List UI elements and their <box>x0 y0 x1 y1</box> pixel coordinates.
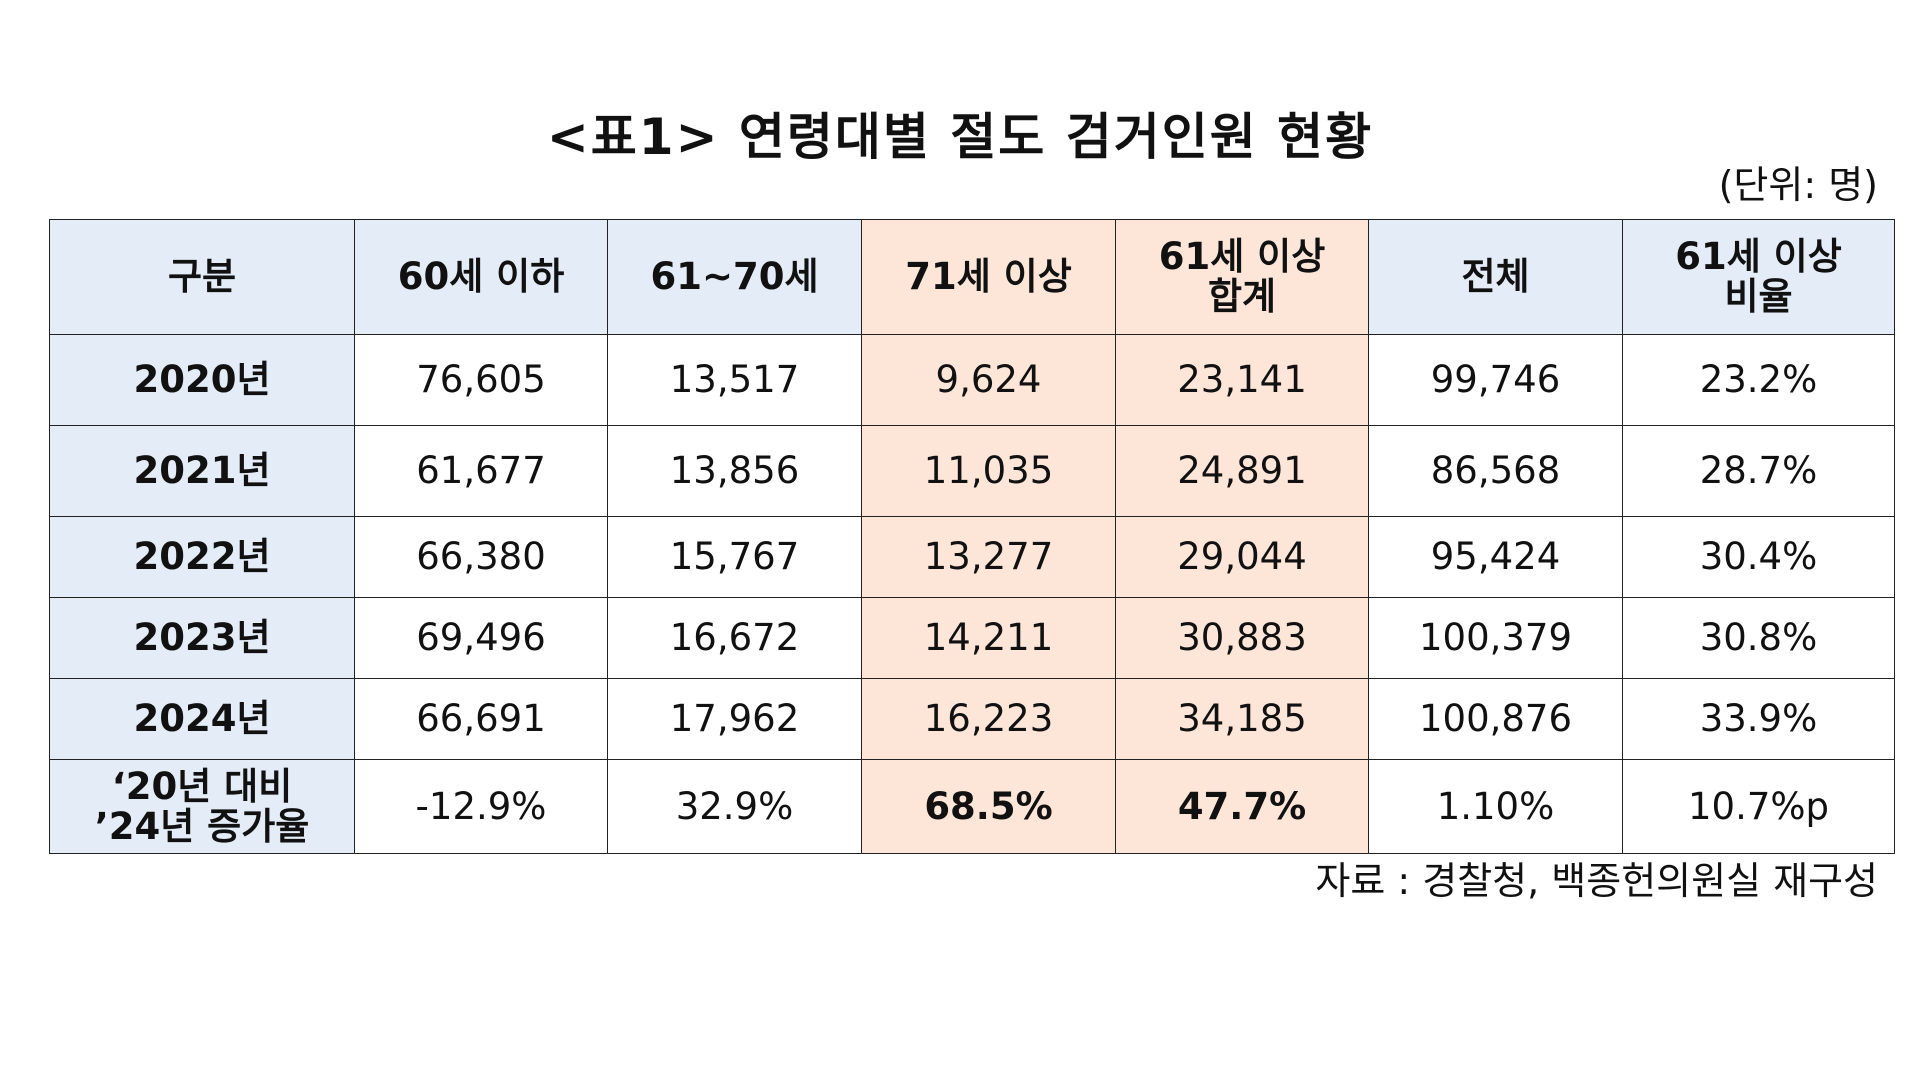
unit-note: (단위: 명) <box>1718 163 1878 207</box>
table-cell: 100,379 <box>1368 597 1623 679</box>
table-cell: 34,185 <box>1115 678 1369 760</box>
table-row-2022: 2022년 66,380 15,767 13,277 29,044 95,424… <box>49 516 1895 598</box>
table-row-2020: 2020년 76,605 13,517 9,624 23,141 99,746 … <box>49 334 1895 426</box>
table-cell: 30,883 <box>1115 597 1369 679</box>
row-label: 2020년 <box>49 334 355 426</box>
header-age-60-under: 60세 이하 <box>354 219 608 335</box>
table-row-2021: 2021년 61,677 13,856 11,035 24,891 86,568… <box>49 425 1895 517</box>
table-cell: 99,746 <box>1368 334 1623 426</box>
table-cell: 23,141 <box>1115 334 1369 426</box>
table-cell: 30.8% <box>1622 597 1895 679</box>
table-cell: 76,605 <box>354 334 608 426</box>
table-cell: 10.7%p <box>1622 759 1895 854</box>
header-category: 구분 <box>49 219 355 335</box>
table-cell: 95,424 <box>1368 516 1623 598</box>
row-label: 2021년 <box>49 425 355 517</box>
table-cell: 66,380 <box>354 516 608 598</box>
table-cell: 61,677 <box>354 425 608 517</box>
table-cell: 86,568 <box>1368 425 1623 517</box>
table-cell: 17,962 <box>607 678 862 760</box>
table-cell: 1.10% <box>1368 759 1623 854</box>
table-cell: 9,624 <box>861 334 1116 426</box>
table-cell: 100,876 <box>1368 678 1623 760</box>
table-cell: 13,856 <box>607 425 862 517</box>
arrest-stats-table: 구분 60세 이하 61~70세 71세 이상 61세 이상 합계 전체 61세 … <box>49 219 1895 854</box>
header-age-61-over-total: 61세 이상 합계 <box>1115 219 1369 335</box>
header-age-71-over: 71세 이상 <box>861 219 1116 335</box>
header-row: 구분 60세 이하 61~70세 71세 이상 61세 이상 합계 전체 61세 … <box>49 219 1895 335</box>
table-cell: 24,891 <box>1115 425 1369 517</box>
table-cell: 13,517 <box>607 334 862 426</box>
table-row-growth-rate: ‘20년 대비 ’24년 증가율 -12.9% 32.9% 68.5% 47.7%… <box>49 759 1895 854</box>
table-row-2023: 2023년 69,496 16,672 14,211 30,883 100,37… <box>49 597 1895 679</box>
table-cell: 28.7% <box>1622 425 1895 517</box>
table-cell: 23.2% <box>1622 334 1895 426</box>
table-title: <표1> 연령대별 절도 검거인원 현황 <box>546 108 1374 166</box>
table-cell: 16,672 <box>607 597 862 679</box>
table-cell: 66,691 <box>354 678 608 760</box>
table-cell: 14,211 <box>861 597 1116 679</box>
header-age-61-70: 61~70세 <box>607 219 862 335</box>
table-cell: 16,223 <box>861 678 1116 760</box>
table-cell-highlight: 68.5% <box>861 759 1116 854</box>
header-total: 전체 <box>1368 219 1623 335</box>
table-cell: 33.9% <box>1622 678 1895 760</box>
table-cell: 15,767 <box>607 516 862 598</box>
header-age-61-over-ratio: 61세 이상 비율 <box>1622 219 1895 335</box>
row-label: 2024년 <box>49 678 355 760</box>
table-cell: 69,496 <box>354 597 608 679</box>
table-cell: 11,035 <box>861 425 1116 517</box>
table-cell: 32.9% <box>607 759 862 854</box>
table-row-2024: 2024년 66,691 17,962 16,223 34,185 100,87… <box>49 678 1895 760</box>
table-cell: 30.4% <box>1622 516 1895 598</box>
table-cell: 13,277 <box>861 516 1116 598</box>
source-note: 자료 : 경찰청, 백종헌의원실 재구성 <box>1315 859 1878 903</box>
row-label: 2023년 <box>49 597 355 679</box>
table-cell: -12.9% <box>354 759 608 854</box>
table-cell-highlight: 47.7% <box>1115 759 1369 854</box>
table-cell: 29,044 <box>1115 516 1369 598</box>
row-label: 2022년 <box>49 516 355 598</box>
row-label-growth-rate: ‘20년 대비 ’24년 증가율 <box>49 759 355 854</box>
